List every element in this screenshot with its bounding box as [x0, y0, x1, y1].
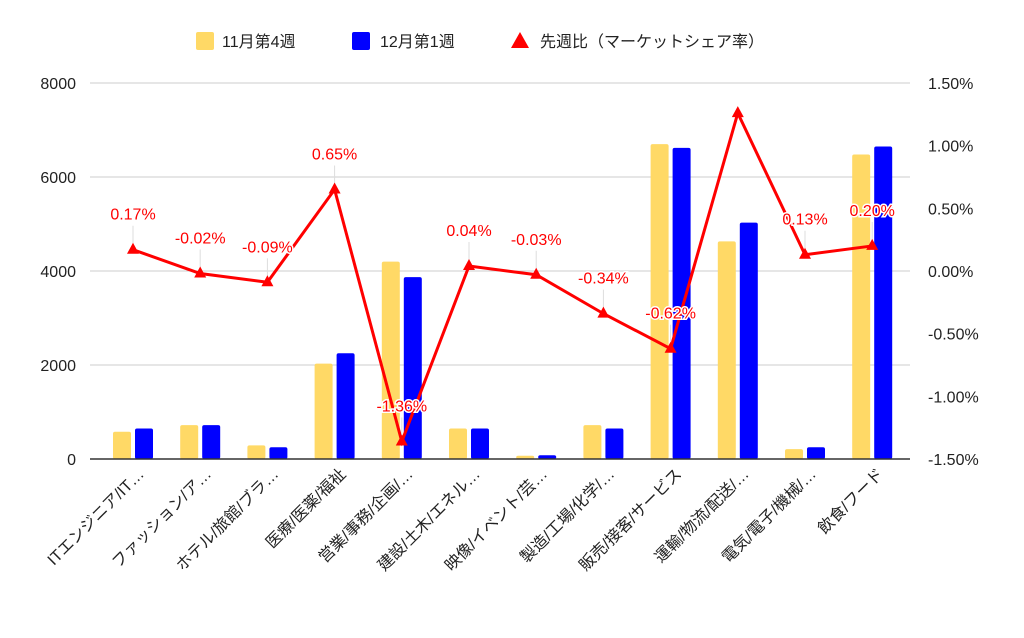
bar-series-2 [269, 447, 288, 459]
right-tick-label: -1.50% [928, 452, 979, 469]
right-tick-label: 0.00% [928, 264, 973, 281]
line-marker-triangle [328, 182, 341, 194]
data-label: 0.04% [446, 223, 491, 240]
left-tick-label: 0 [67, 452, 76, 469]
line-marker-triangle [194, 266, 207, 278]
bar-series-1 [785, 449, 803, 459]
bar-series-1 [113, 431, 131, 459]
data-label: -0.02% [175, 231, 226, 248]
bar-series-1 [650, 144, 669, 459]
bar-series-1 [381, 261, 400, 459]
left-tick-label: 4000 [40, 264, 76, 281]
legend-label-series-2: 12月第1週 [380, 33, 455, 51]
bar-series-1 [180, 425, 199, 459]
line-marker-triangle [127, 242, 139, 254]
line-marker-triangle [731, 106, 744, 118]
bar-series-1 [852, 154, 871, 459]
data-label: -0.34% [578, 271, 629, 288]
gridlines [90, 82, 910, 366]
line-marker-triangle [395, 434, 408, 446]
x-tick-label: 飲食/フード [815, 465, 887, 537]
line-marker-triangle [597, 306, 610, 318]
data-label: -0.03% [511, 232, 562, 249]
bar-series-2 [739, 222, 758, 459]
bar-series-2 [672, 147, 691, 460]
bar-series-2 [874, 146, 893, 459]
bar-series-2 [538, 455, 557, 459]
right-tick-label: 1.50% [928, 76, 973, 93]
line-marker-triangle [261, 275, 274, 287]
share-line: 0.17% -0.02% -0.09% 0.65% -1.36% 0.04% -0.03% -… [109, 106, 896, 447]
bar-series-1 [314, 363, 333, 459]
left-tick-label: 8000 [40, 76, 76, 93]
legend-swatch-series-1 [196, 32, 214, 50]
legend-triangle-icon [511, 32, 529, 48]
bar-series-1 [717, 241, 736, 459]
legend: 11月第4週 12月第1週 先週比（マーケットシェア率） [196, 32, 764, 51]
line-marker-triangle [799, 247, 811, 259]
bar-series-1 [449, 428, 467, 459]
bar-series-1 [516, 455, 535, 459]
right-tick-label: -0.50% [928, 327, 979, 344]
bars [113, 144, 893, 460]
line-marker-triangle [664, 341, 677, 353]
right-tick-label: 0.50% [928, 201, 973, 218]
line-series-3 [132, 108, 873, 447]
line-marker-triangle [530, 267, 543, 279]
data-label: 0.20% [850, 203, 895, 220]
bar-series-2 [807, 447, 825, 459]
x-axis-labels: ITエンジニア/IT…ファッション/ア…ホテル/旅館/ブラ…医療/医薬/福祉営業… [45, 464, 887, 574]
left-tick-label: 6000 [40, 170, 76, 187]
bar-series-1 [583, 425, 602, 459]
line-marker-triangle [463, 258, 475, 270]
right-axis: -1.50% -1.00% -0.50% 0.00% 0.50% 1.00% 1.50% [928, 76, 979, 469]
data-label: 0.65% [312, 147, 357, 164]
bar-series-2 [202, 425, 221, 459]
bar-series-2 [403, 277, 422, 459]
bar-series-2 [605, 428, 624, 459]
legend-label-series-3: 先週比（マーケットシェア率） [540, 33, 764, 51]
legend-label-series-1: 11月第4週 [222, 33, 296, 51]
bar-series-2 [471, 428, 489, 459]
legend-swatch-series-2 [352, 32, 370, 50]
line-marker-triangle [866, 238, 879, 250]
bar-series-2 [135, 428, 153, 459]
data-label: 0.17% [110, 207, 155, 224]
right-tick-label: -1.00% [928, 389, 979, 406]
left-axis: 0 2000 4000 6000 8000 [40, 76, 76, 469]
data-label: -0.09% [242, 239, 293, 256]
data-label: -1.36% [376, 398, 427, 415]
bar-series-2 [336, 353, 355, 459]
right-tick-label: 1.00% [928, 139, 973, 156]
bar-series-1 [247, 445, 266, 459]
data-label: -0.62% [645, 306, 696, 323]
left-tick-label: 2000 [40, 358, 76, 375]
data-label: 0.13% [782, 212, 827, 229]
